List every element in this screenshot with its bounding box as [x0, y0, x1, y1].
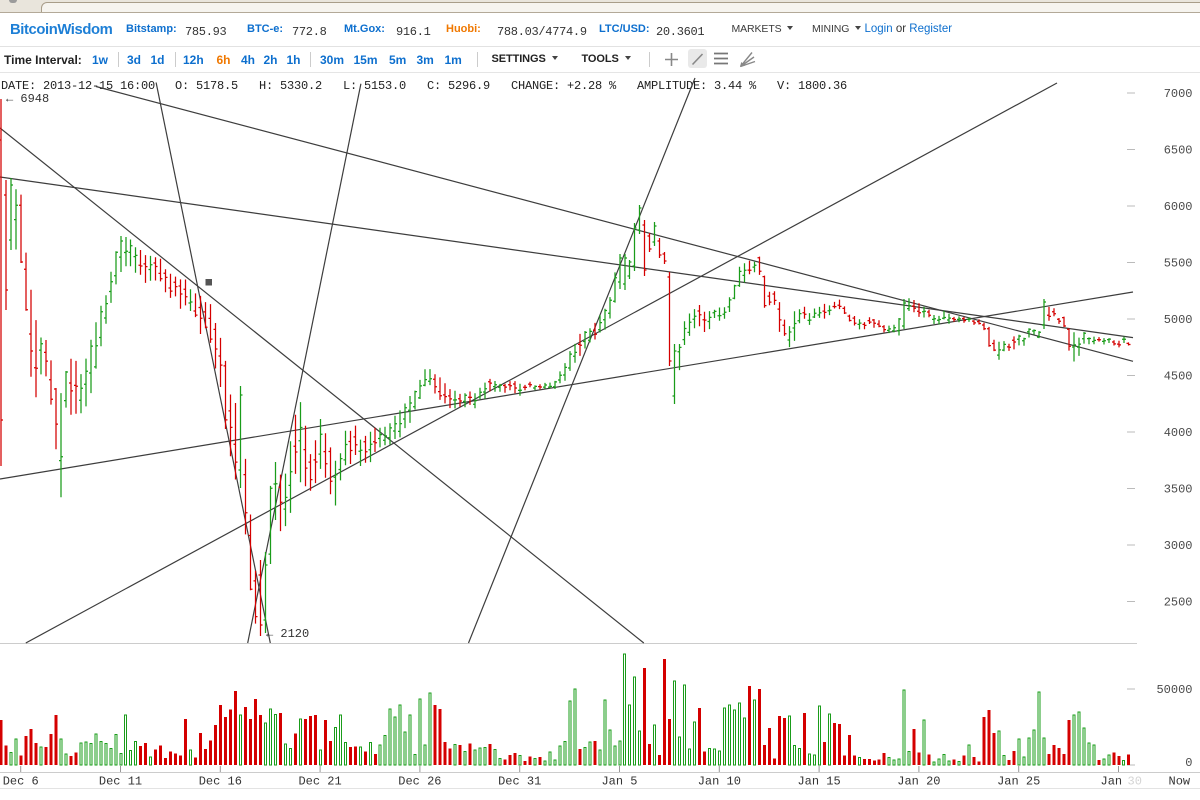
svg-text:0: 0	[1185, 756, 1192, 770]
svg-text:4500: 4500	[1164, 370, 1193, 384]
svg-text:← 6948: ← 6948	[6, 92, 49, 106]
svg-text:Jan 10: Jan 10	[698, 774, 741, 788]
svg-text:Jan 15: Jan 15	[797, 774, 840, 788]
svg-text:4000: 4000	[1164, 426, 1193, 440]
svg-text:Jan 25: Jan 25	[997, 774, 1040, 788]
svg-text:Now: Now	[1169, 774, 1191, 788]
svg-text:6500: 6500	[1164, 144, 1193, 158]
svg-text:Jan 20: Jan 20	[897, 774, 940, 788]
svg-text:Jan: Jan	[1101, 774, 1123, 788]
svg-text:Dec 21: Dec 21	[298, 774, 341, 788]
svg-text:Dec 31: Dec 31	[498, 774, 541, 788]
svg-text:Dec 26: Dec 26	[398, 774, 441, 788]
svg-text:5000: 5000	[1164, 313, 1193, 327]
svg-text:6000: 6000	[1164, 200, 1193, 214]
svg-text:Dec 16: Dec 16	[199, 774, 242, 788]
svg-text:← 2120: ← 2120	[266, 627, 309, 641]
svg-text:Dec 11: Dec 11	[99, 774, 142, 788]
svg-text:50000: 50000	[1156, 683, 1192, 697]
svg-text:Dec 6: Dec 6	[3, 774, 39, 788]
svg-text:3000: 3000	[1164, 539, 1193, 553]
svg-text:30: 30	[1128, 774, 1142, 788]
svg-text:Jan 5: Jan 5	[601, 774, 637, 788]
svg-text:2500: 2500	[1164, 596, 1193, 610]
svg-text:5500: 5500	[1164, 257, 1193, 271]
svg-text:7000: 7000	[1164, 87, 1193, 101]
svg-text:3500: 3500	[1164, 483, 1193, 497]
